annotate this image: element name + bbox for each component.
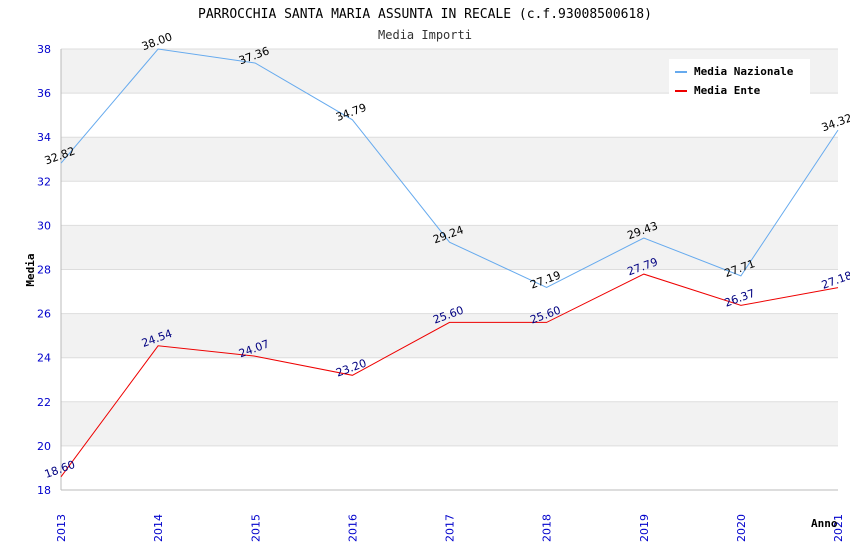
legend: Media Nazionale Media Ente [669,59,810,97]
legend-label-media-ente: Media Ente [694,84,761,97]
data-label: 27.19 [528,269,562,292]
y-tick-label: 36 [37,87,51,100]
grid-band [61,137,838,182]
x-tick-label: 2018 [541,514,554,542]
x-axis-title: Anno [811,517,838,530]
y-tick-label: 20 [37,440,51,453]
data-label: 23.20 [334,357,368,380]
x-tick-label: 2020 [735,514,748,542]
gridlines [61,48,838,491]
axes [60,49,838,491]
y-tick-label: 22 [37,396,51,409]
legend-box [669,59,810,97]
y-tick-label: 32 [37,175,51,188]
chart-subtitle: Media Importi [378,28,472,42]
y-tick-label: 38 [37,43,51,56]
series-lines [60,48,839,478]
background-bands [61,49,838,446]
series-line-0 [60,48,839,288]
data-label: 26.37 [723,287,757,310]
data-label: 34.32 [820,111,850,134]
grid-band [61,401,838,446]
data-label: 18.60 [43,458,77,481]
y-tick-label: 28 [37,264,51,277]
x-tick-labels: 2013 2014 2015 2016 2017 2018 2019 2020 2021 [55,514,845,542]
grid-band [61,225,838,270]
legend-label-media-nazionale: Media Nazionale [694,65,794,78]
y-tick-label: 24 [37,352,51,365]
x-tick-label: 2014 [152,514,165,542]
y-axis-title: Media [24,253,37,286]
data-label: 34.79 [334,101,368,124]
x-tick-label: 2016 [346,514,359,542]
grid-band [61,313,838,358]
chart-title: PARROCCHIA SANTA MARIA ASSUNTA IN RECALE… [198,7,652,22]
y-tick-label: 34 [37,131,51,144]
y-tick-label: 26 [37,308,51,321]
x-tick-label: 2013 [55,514,68,542]
y-tick-label: 18 [37,484,51,497]
y-tick-label: 30 [37,219,51,232]
x-tick-label: 2015 [249,514,262,542]
series-line-1 [60,273,839,478]
x-tick-label: 2017 [444,514,457,542]
x-tick-label: 2019 [638,514,651,542]
y-tick-labels: 18 20 22 24 26 28 30 32 34 36 38 [37,43,51,497]
x-tick-label: 2021 [832,514,845,542]
